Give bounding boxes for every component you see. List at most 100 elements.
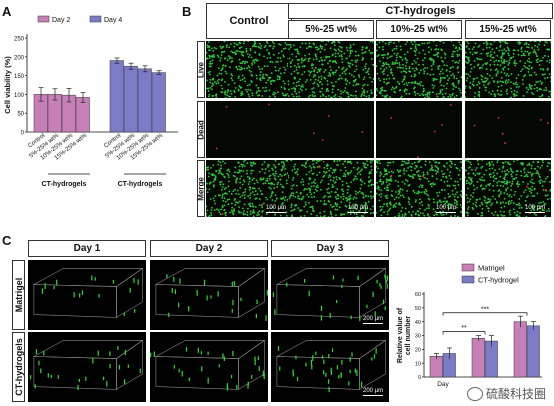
- live-cell: [419, 175, 422, 178]
- live-cell: [349, 197, 352, 200]
- live-cell: [326, 55, 329, 58]
- live-cell: [216, 74, 219, 77]
- live-cell: [271, 169, 274, 171]
- live-cell: [544, 177, 547, 180]
- live-cell: [497, 85, 500, 88]
- live-cell: [421, 186, 423, 189]
- live-cell: [541, 180, 544, 183]
- live-cell: [500, 90, 503, 92]
- live-cell: [38, 360, 40, 366]
- live-cell: [430, 59, 433, 62]
- live-cell: [337, 52, 340, 55]
- live-cell: [233, 209, 236, 212]
- live-cell: [481, 80, 484, 83]
- live-cell: [460, 48, 462, 51]
- live-cell: [527, 183, 529, 185]
- micrograph-3d-matrigel-1: [28, 260, 146, 330]
- live-cell: [308, 53, 311, 55]
- live-cell: [314, 188, 317, 191]
- live-cell: [470, 194, 472, 197]
- live-cell: [352, 198, 355, 200]
- live-cell: [435, 177, 438, 180]
- live-cell: [456, 67, 459, 70]
- live-cell: [407, 196, 410, 199]
- micrograph-merge-1: 100 μm: [206, 160, 292, 217]
- live-cell: [363, 165, 366, 167]
- live-cell: [278, 78, 281, 81]
- live-cell: [467, 56, 470, 59]
- live-cell: [475, 52, 477, 55]
- live-cell: [328, 200, 331, 203]
- live-cell: [85, 376, 87, 381]
- live-cell: [247, 65, 250, 67]
- scale-bar: 200 μm: [363, 388, 383, 396]
- live-cell: [288, 176, 290, 179]
- live-cell: [539, 41, 541, 43]
- live-cell: [207, 41, 210, 43]
- dead-cell: [539, 119, 542, 121]
- live-cell: [328, 72, 331, 74]
- live-cell: [274, 194, 277, 197]
- live-cell: [546, 60, 549, 62]
- live-cell: [427, 197, 430, 200]
- live-cell: [305, 161, 308, 164]
- live-cell: [408, 65, 411, 68]
- live-cell: [516, 91, 519, 93]
- live-cell: [340, 46, 343, 49]
- live-cell: [495, 200, 498, 203]
- y-axis-label-line: cell number: [405, 316, 412, 356]
- live-cell: [410, 41, 413, 43]
- live-cell: [372, 291, 374, 297]
- live-cell: [442, 210, 444, 213]
- live-cell: [318, 76, 320, 79]
- scale-bar-line: [266, 212, 286, 213]
- live-cell: [470, 67, 473, 70]
- live-cell: [300, 181, 303, 184]
- live-cell: [222, 353, 224, 359]
- live-cell: [310, 359, 313, 366]
- live-cell: [323, 203, 326, 205]
- live-cell: [307, 96, 310, 98]
- live-cell: [237, 75, 240, 78]
- live-cell: [386, 210, 389, 213]
- live-cell: [460, 211, 462, 213]
- live-cell: [380, 208, 383, 211]
- live-cell: [508, 181, 511, 184]
- live-cell: [456, 55, 459, 57]
- live-cell: [330, 213, 333, 216]
- live-cell: [268, 170, 271, 172]
- live-cell: [218, 169, 220, 172]
- live-cell: [238, 206, 240, 209]
- live-cell: [334, 195, 337, 198]
- live-cell: [533, 212, 536, 215]
- dead-cell: [390, 117, 393, 119]
- live-cell: [460, 166, 462, 169]
- live-cell: [344, 173, 347, 176]
- live-cell: [390, 88, 393, 91]
- live-cell: [458, 169, 461, 172]
- live-cell: [235, 192, 238, 195]
- live-cell: [283, 66, 286, 69]
- live-cell: [288, 83, 290, 86]
- live-cell: [480, 167, 483, 169]
- live-cell: [221, 205, 224, 207]
- row-label-dead: Dead: [197, 101, 206, 158]
- live-cell: [539, 176, 541, 179]
- live-cell: [404, 65, 407, 67]
- live-cell: [503, 192, 506, 194]
- live-cell: [426, 94, 428, 97]
- live-cell: [527, 46, 530, 49]
- live-cell: [259, 90, 261, 93]
- live-cell: [356, 215, 359, 217]
- live-cell: [251, 179, 254, 181]
- live-cell: [541, 94, 544, 96]
- live-cell: [465, 55, 467, 58]
- live-cell: [379, 209, 382, 212]
- live-cell: [326, 80, 329, 82]
- live-cell: [227, 55, 230, 57]
- live-cell: [346, 49, 349, 52]
- live-cell: [226, 169, 229, 172]
- live-cell: [448, 174, 451, 177]
- live-cell: [219, 167, 222, 170]
- micrograph-merge-3: 100 μm: [376, 160, 462, 217]
